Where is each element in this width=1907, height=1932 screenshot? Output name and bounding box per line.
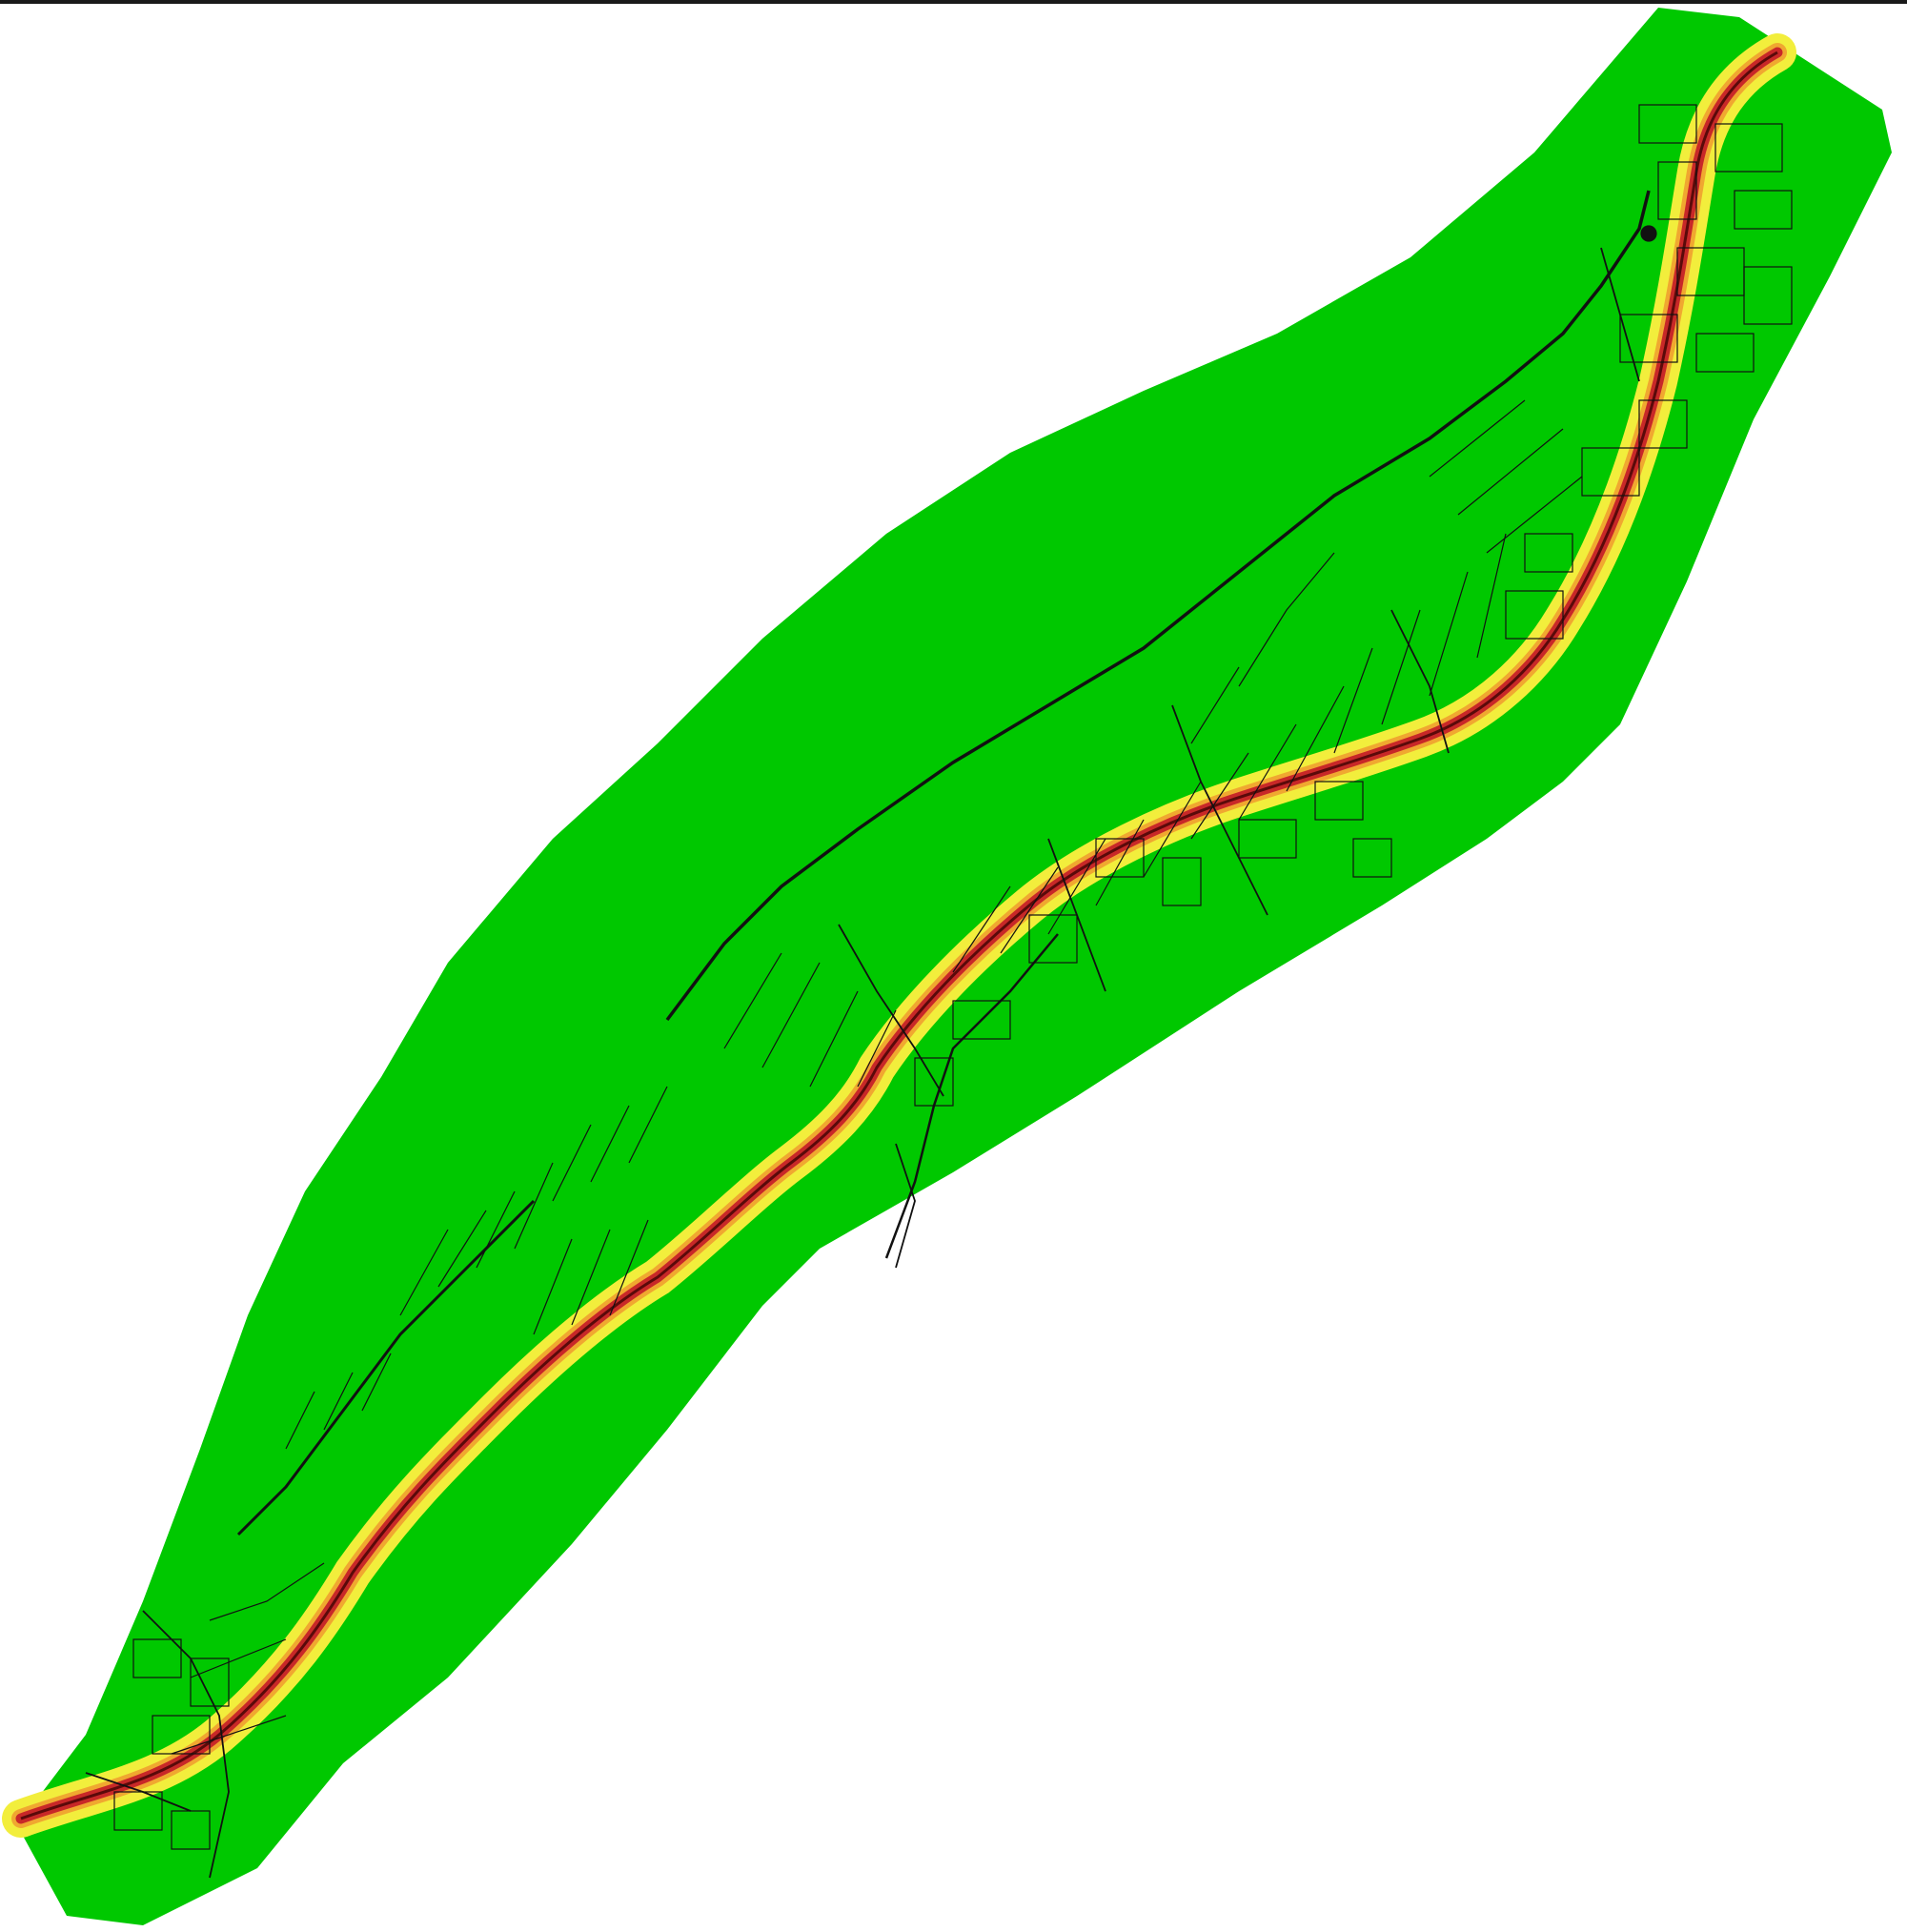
branch-road — [884, 933, 1059, 1259]
basemap-linework — [85, 104, 1793, 1879]
village-ne — [1505, 104, 1793, 640]
local-streets — [85, 247, 1640, 1879]
map-frame-border — [0, 0, 1907, 4]
landmark-marker — [1640, 225, 1657, 242]
field-parcels — [171, 399, 1583, 1755]
parallel-road — [665, 190, 1651, 1022]
road-centerline — [20, 51, 1778, 1820]
village-center — [914, 781, 1392, 1107]
